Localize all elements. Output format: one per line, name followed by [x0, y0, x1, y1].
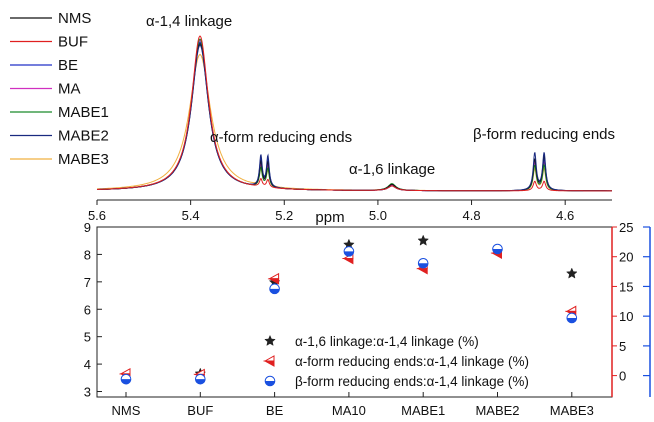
- triangle-upper-half: [267, 272, 280, 280]
- circle-filled-half: [121, 379, 131, 384]
- half-circle-marker: [343, 246, 355, 257]
- half-circle-marker: [269, 283, 280, 295]
- scatter-markers: [119, 234, 578, 385]
- legend-label-be: BE: [58, 57, 78, 74]
- annotation-label: α-1,4 linkage: [146, 13, 232, 30]
- category-label: MA10: [332, 403, 366, 418]
- legend-series-label: α-form reducing ends:α-1,4 linkage (%): [295, 354, 529, 369]
- red-tick-label: 5: [619, 339, 626, 354]
- half-circle-marker: [492, 243, 503, 255]
- circle-filled-half: [418, 263, 428, 269]
- triangle-lower-half: [263, 360, 275, 367]
- peak-annotations: α-1,4 linkage α-form reducing ends α-1,6 l…: [146, 13, 615, 178]
- left-tick-label: 6: [84, 302, 91, 317]
- scatter-legend: α-1,6 linkage:α-1,4 linkage (%) α-form re…: [263, 334, 529, 389]
- left-tick-label: 8: [84, 247, 91, 262]
- half-circle-marker: [566, 312, 578, 324]
- ratio-scatter-panel: 3 4 5 6 7 8 9 0 5 10 15 20 25 NMS BUF BE MA10 MABE1 MABE…: [84, 220, 651, 418]
- right-y-axis-blue: [643, 226, 651, 397]
- left-tick-label: 4: [84, 357, 91, 372]
- annotation-label: α-1,6 linkage: [349, 161, 435, 178]
- legend-label-buf: BUF: [58, 34, 88, 51]
- circle-filled-half: [195, 379, 206, 384]
- spectrum-legend: NMS BUF BE MA MABE1 MABE2 MABE3: [10, 10, 109, 168]
- left-tick-label: 9: [84, 220, 91, 235]
- category-label: NMS: [112, 403, 141, 418]
- ppm-tick-label: 5.0: [369, 208, 387, 223]
- ppm-tick-label: 5.2: [275, 208, 293, 223]
- red-tick-label: 10: [619, 309, 633, 324]
- half-circle-marker: [417, 257, 429, 269]
- left-tick-label: 5: [84, 330, 91, 345]
- category-label: MABE1: [401, 403, 445, 418]
- circle-filled-half: [265, 381, 275, 386]
- triangle-lower-half: [267, 278, 280, 285]
- triangle-upper-half: [119, 367, 131, 375]
- ppm-axis-label: ppm: [315, 209, 344, 226]
- left-tick-label: 7: [84, 275, 91, 290]
- triangle-marker: [267, 272, 280, 285]
- legend-label-ma: MA: [58, 81, 81, 98]
- ppm-axis: 5.6 5.4 5.2 5.0 4.8 4.6: [88, 199, 612, 223]
- left-y-axis: 3 4 5 6 7 8 9: [84, 220, 102, 400]
- left-tick-label: 3: [84, 385, 91, 400]
- category-label: BUF: [187, 403, 213, 418]
- category-label: BE: [266, 403, 284, 418]
- legend-series-label: α-1,6 linkage:α-1,4 linkage (%): [295, 334, 479, 349]
- legend-half-circle-marker: [264, 375, 276, 387]
- circle-filled-half: [492, 248, 503, 254]
- triangle-lower-half: [416, 268, 428, 275]
- red-tick-label: 25: [619, 220, 633, 235]
- star-marker: [565, 267, 578, 279]
- legend-label-mabe1: MABE1: [58, 104, 109, 121]
- triangle-lower-half: [341, 258, 354, 265]
- category-label: MABE2: [475, 403, 519, 418]
- sample-category-axis: NMS BUF BE MA10 MABE1 MABE2 MABE3: [112, 392, 594, 418]
- legend-star-marker: [264, 334, 276, 346]
- red-tick-label: 0: [619, 369, 626, 384]
- spectrum-lines: [96, 35, 612, 192]
- category-label: MABE3: [550, 403, 594, 418]
- half-circle-marker: [195, 373, 206, 385]
- legend-series-label: β-form reducing ends:α-1,4 linkage (%): [295, 374, 529, 389]
- ppm-tick-label: 5.4: [182, 208, 200, 223]
- circle-filled-half: [567, 317, 577, 323]
- ppm-tick-label: 4.6: [556, 208, 574, 223]
- right-y-axis-red: 0 5 10 15 20 25: [611, 220, 633, 397]
- spectrum-line-buf: [96, 35, 612, 192]
- half-circle-marker: [120, 373, 132, 385]
- circle-filled-half: [269, 288, 280, 294]
- triangle-upper-half: [564, 305, 577, 312]
- legend-triangle-marker: [263, 355, 275, 367]
- red-tick-label: 20: [619, 250, 633, 265]
- legend-label-nms: NMS: [58, 10, 91, 27]
- legend-label-mabe3: MABE3: [58, 151, 109, 168]
- red-tick-label: 15: [619, 279, 633, 294]
- legend-label-mabe2: MABE2: [58, 128, 109, 145]
- ppm-tick-label: 5.6: [88, 208, 106, 223]
- circle-filled-half: [344, 251, 354, 257]
- triangle-upper-half: [263, 355, 275, 362]
- annotation-label: β-form reducing ends: [473, 126, 615, 143]
- scatter-plot-frame: [96, 226, 613, 398]
- ppm-tick-label: 4.8: [463, 208, 481, 223]
- star-marker: [417, 234, 430, 246]
- annotation-label: α-form reducing ends: [210, 129, 352, 146]
